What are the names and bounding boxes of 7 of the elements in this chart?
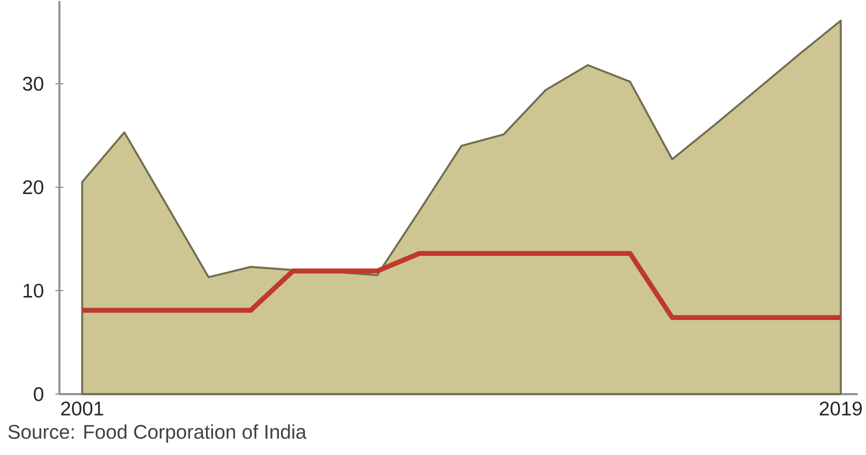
y-tick-label: 20 bbox=[23, 180, 44, 194]
x-tick-label: 2019 bbox=[820, 402, 862, 416]
y-tick-label: 30 bbox=[22, 76, 44, 91]
source-note: Source: Food Corporation of India bbox=[8, 424, 306, 443]
x-tick-label: 2001 bbox=[61, 402, 104, 416]
y-tick-label: 0 bbox=[34, 387, 44, 402]
y-tick-label: 10 bbox=[24, 284, 44, 298]
